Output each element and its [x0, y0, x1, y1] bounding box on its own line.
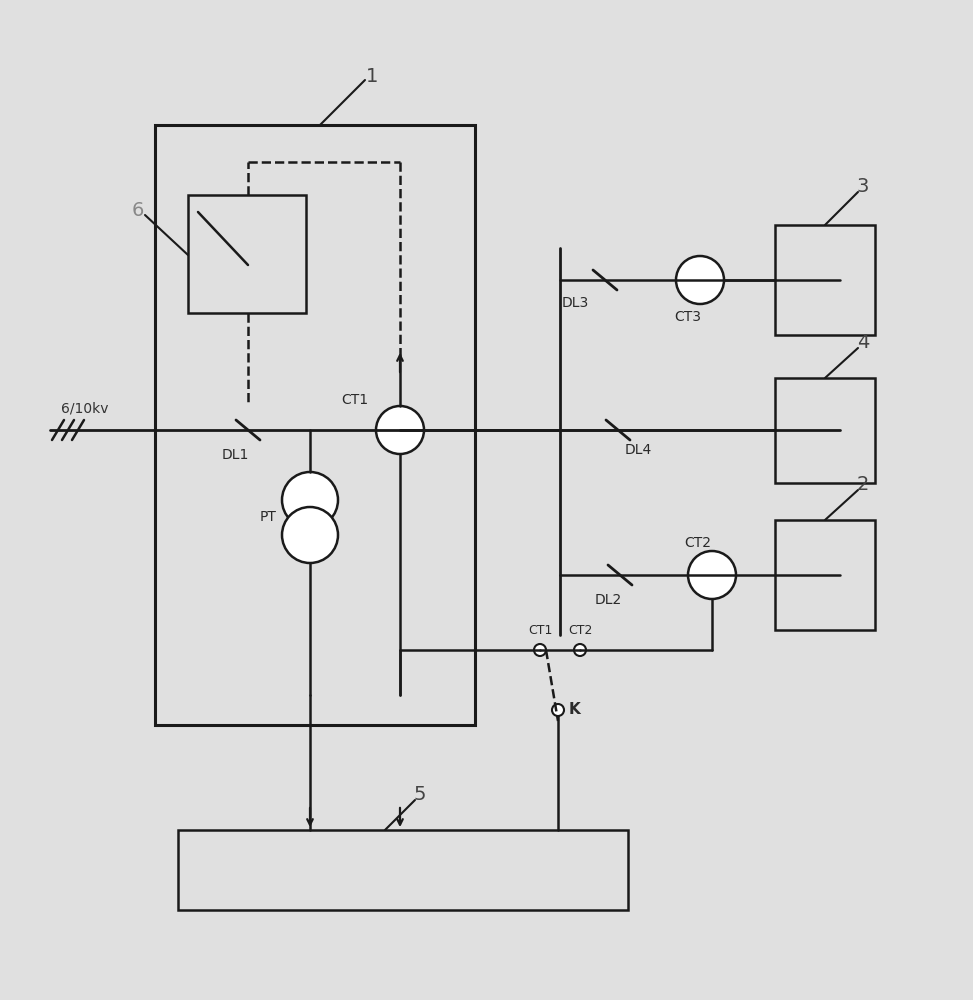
- Text: CT1: CT1: [342, 393, 369, 407]
- Circle shape: [552, 704, 564, 716]
- Bar: [775, 225, 875, 335]
- Circle shape: [688, 551, 736, 599]
- Circle shape: [282, 472, 338, 528]
- Text: 4: 4: [857, 334, 869, 353]
- Text: PT: PT: [260, 510, 276, 524]
- Text: K: K: [569, 702, 581, 718]
- Bar: [188, 195, 306, 313]
- Circle shape: [282, 507, 338, 563]
- Text: 2: 2: [857, 476, 869, 494]
- Text: DL2: DL2: [595, 593, 622, 607]
- Bar: [178, 830, 628, 910]
- Text: 1: 1: [366, 68, 378, 87]
- Circle shape: [534, 644, 546, 656]
- Text: CT3: CT3: [674, 310, 702, 324]
- Text: CT1: CT1: [527, 624, 553, 637]
- Bar: [155, 125, 475, 725]
- Text: 6: 6: [131, 200, 144, 220]
- Text: CT2: CT2: [684, 536, 711, 550]
- Text: DL1: DL1: [221, 448, 249, 462]
- Text: 6/10kv: 6/10kv: [61, 401, 109, 415]
- Text: 5: 5: [414, 786, 426, 804]
- Bar: [775, 378, 875, 483]
- Circle shape: [676, 256, 724, 304]
- Bar: [775, 520, 875, 630]
- Text: DL3: DL3: [561, 296, 589, 310]
- Text: DL4: DL4: [625, 443, 652, 457]
- Circle shape: [574, 644, 586, 656]
- Circle shape: [376, 406, 424, 454]
- Text: CT2: CT2: [568, 624, 593, 637]
- Text: 3: 3: [857, 178, 869, 196]
